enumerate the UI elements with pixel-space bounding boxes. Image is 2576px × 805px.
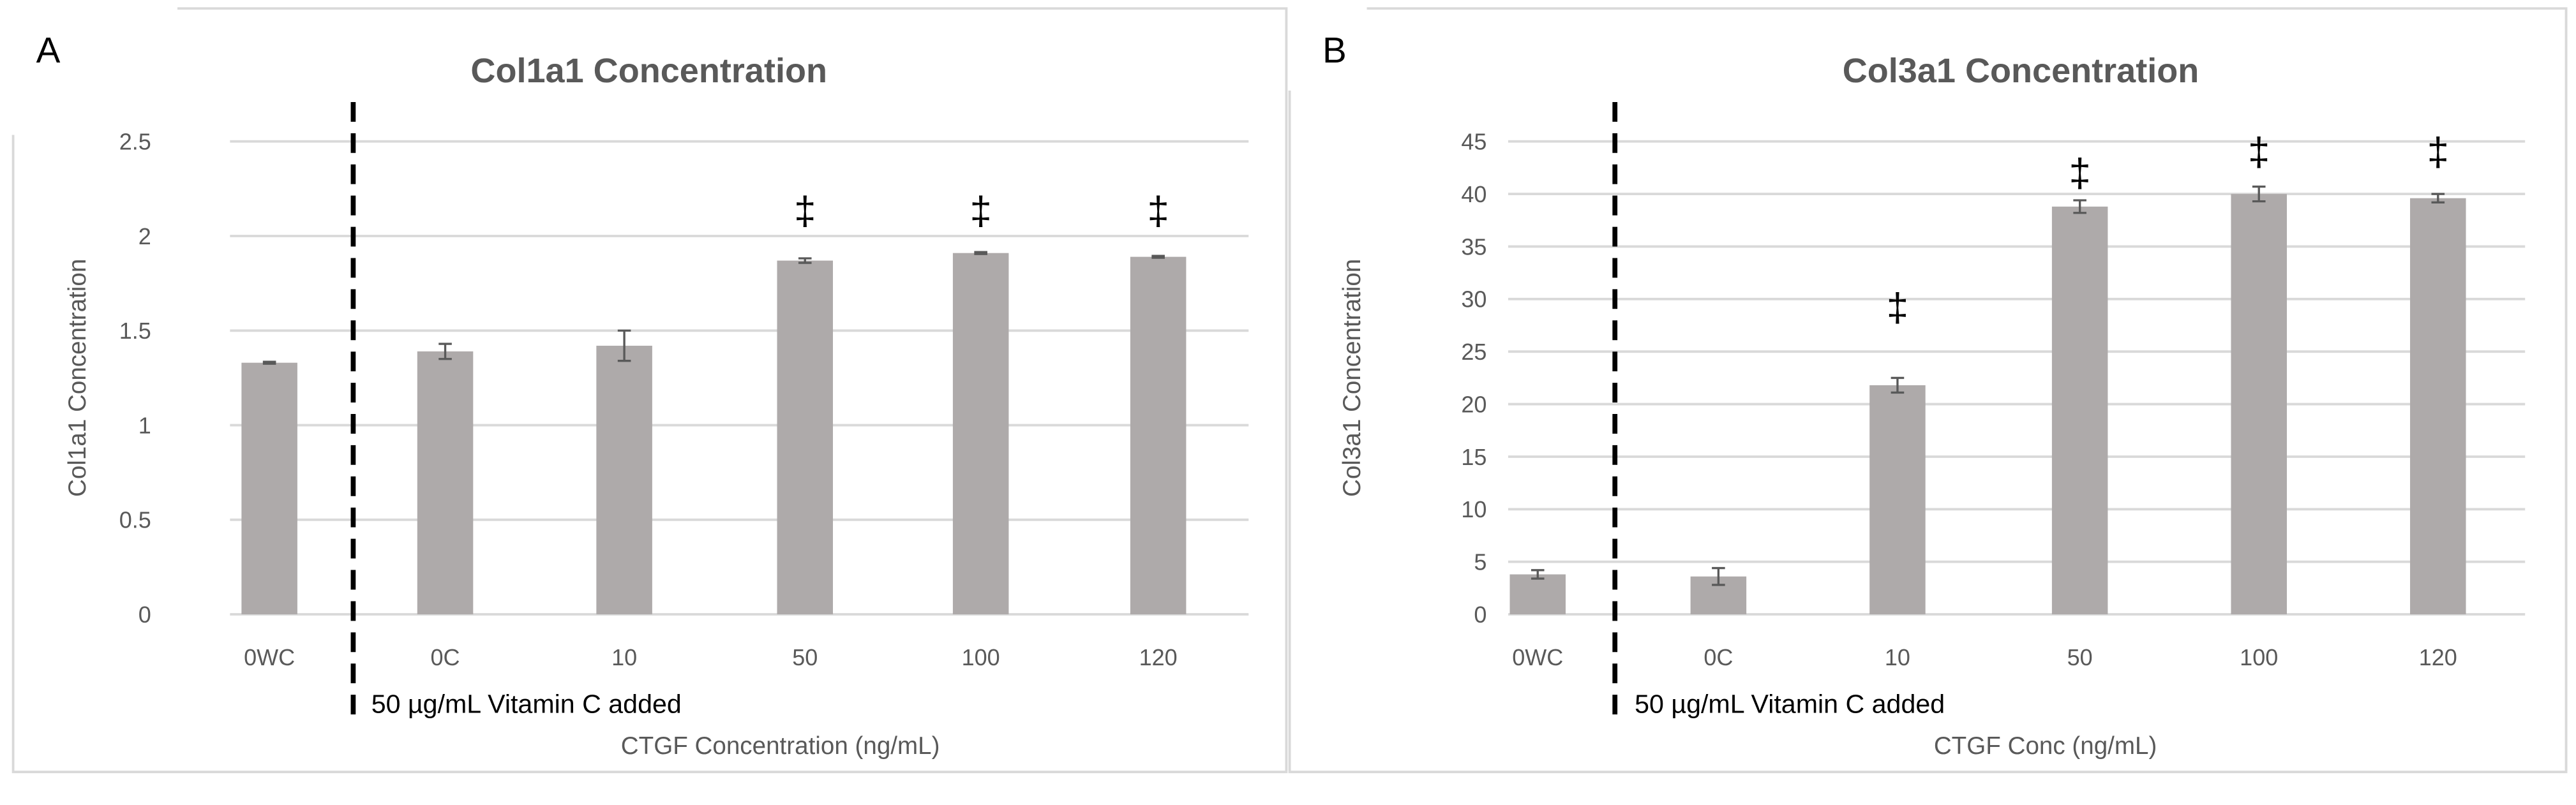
significance-marker: ‡: [2248, 130, 2270, 174]
y-tick-label: 10: [1461, 496, 1486, 522]
significance-marker: ‡: [1147, 189, 1169, 233]
panel-b-col3a1-chart: B Col3a1 Concentration 0 5 10 15 20 25 30 35 40 45 C…: [1288, 7, 2568, 774]
x-tick-label: 0C: [1704, 644, 1733, 670]
bar: [596, 345, 652, 615]
panel-label: A: [36, 30, 61, 70]
bar: [241, 362, 297, 615]
x-tick-label: 50: [792, 644, 818, 670]
x-tick-label: 120: [2419, 644, 2457, 670]
bar: [2051, 206, 2108, 615]
x-tick-label: 10: [1885, 644, 1910, 670]
x-tick-label: 10: [611, 644, 637, 670]
significance-marker: ‡: [794, 189, 816, 233]
y-tick-label: 0.5: [119, 507, 151, 533]
panel-label: B: [1322, 30, 1347, 70]
vitamin-c-annotation: 50 µg/mL Vitamin C added: [371, 689, 682, 718]
y-tick-label: 35: [1461, 233, 1486, 260]
y-tick-label: 45: [1461, 129, 1486, 155]
y-tick-label: 5: [1474, 549, 1486, 575]
vitamin-c-annotation: 50 µg/mL Vitamin C added: [1635, 689, 1945, 718]
y-tick-label: 0: [1474, 602, 1486, 628]
x-axis-title: CTGF Conc (ng/mL): [1934, 732, 2157, 760]
y-tick-label: 2.5: [119, 129, 151, 155]
significance-marker: ‡: [2069, 151, 2090, 195]
y-tick-label: 25: [1461, 339, 1486, 365]
bar: [2410, 198, 2466, 615]
bar: [2231, 194, 2287, 615]
chart-title: Col3a1 Concentration: [1843, 52, 2199, 90]
x-tick-label: 50: [2067, 644, 2093, 670]
bar: [417, 351, 474, 615]
chart-title: Col1a1 Concentration: [470, 52, 827, 90]
bar: [1509, 574, 1566, 615]
panel-frame: [11, 7, 1288, 774]
x-tick-label: 100: [2240, 644, 2278, 670]
y-tick-label: 30: [1461, 286, 1486, 313]
y-tick-label: 0: [139, 602, 151, 628]
y-axis-title: Col3a1 Concentration: [1338, 259, 1366, 497]
x-tick-label: 0C: [431, 644, 460, 670]
x-tick-label: 100: [962, 644, 1000, 670]
panel-a-col1a1-chart: A Col1a1 Concentration 0 0.5 1 1.5 2 2.5 Col1a1 …: [11, 7, 1288, 774]
y-tick-label: 2: [139, 223, 151, 249]
y-tick-label: 1.5: [119, 318, 151, 344]
x-axis-title: CTGF Concentration (ng/mL): [621, 732, 940, 760]
x-tick-label: 0WC: [244, 644, 295, 670]
significance-marker: ‡: [2427, 130, 2449, 174]
y-tick-label: 40: [1461, 181, 1486, 207]
panel-frame: [1288, 7, 2568, 774]
y-tick-label: 1: [139, 412, 151, 438]
y-tick-label: 15: [1461, 444, 1486, 470]
x-tick-label: 0WC: [1512, 644, 1563, 670]
bar: [777, 260, 834, 615]
bar: [1130, 256, 1187, 615]
significance-marker: ‡: [970, 189, 991, 233]
x-tick-label: 120: [1139, 644, 1178, 670]
bar: [952, 253, 1009, 615]
y-tick-label: 20: [1461, 391, 1486, 417]
significance-marker: ‡: [1887, 286, 1908, 330]
bar: [1869, 385, 1926, 615]
y-axis-title: Col1a1 Concentration: [64, 259, 91, 497]
